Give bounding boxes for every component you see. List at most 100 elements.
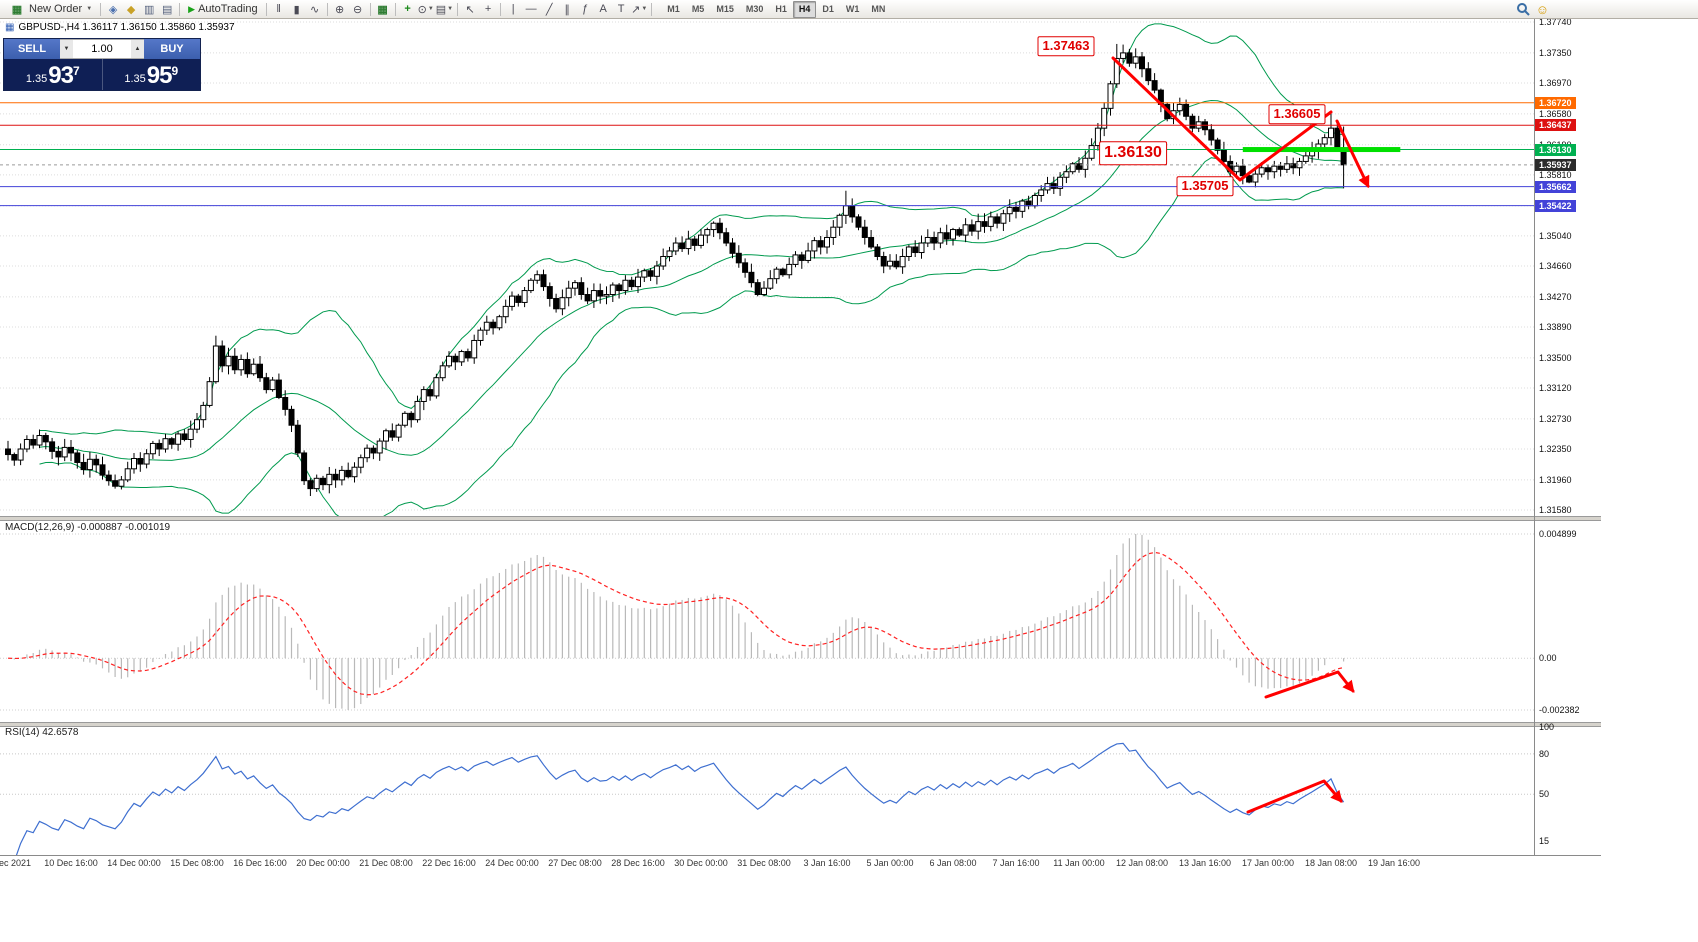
time-axis-label: 31 Dec 08:00 bbox=[737, 858, 791, 868]
templates-icon[interactable]: ▤ ▼ bbox=[435, 3, 454, 16]
price-tag-1.36437: 1.36437 bbox=[1535, 119, 1576, 132]
support-resistance-band[interactable] bbox=[1242, 147, 1401, 153]
line-chart-icon[interactable]: ∿ bbox=[309, 3, 320, 16]
timeframe-w1[interactable]: W1 bbox=[845, 4, 860, 14]
timeframes-group: M1 M5 M15 M30 H1 H4 D1 W1 MN bbox=[661, 0, 891, 18]
toolbar-separator bbox=[100, 2, 102, 16]
bar-chart-icon[interactable]: ǁ bbox=[276, 3, 281, 15]
sell-button[interactable]: SELL bbox=[4, 39, 60, 59]
rsi-axis-label: 50 bbox=[1539, 789, 1550, 800]
toolbar-separator bbox=[651, 2, 653, 16]
window-icons-group: ◈ ◆ ▥ ▤ bbox=[104, 1, 176, 18]
rsi-axis-label: 80 bbox=[1539, 748, 1550, 759]
volume-decrease-button[interactable]: ▼ bbox=[60, 39, 73, 59]
indicators-add-icon[interactable]: + bbox=[404, 3, 411, 15]
timeframe-mn[interactable]: MN bbox=[871, 4, 886, 14]
toolbar-separator bbox=[457, 2, 459, 16]
periods-icon[interactable]: ⊙ ▼ bbox=[417, 3, 434, 16]
data-window-icon[interactable]: ◈ bbox=[108, 3, 118, 16]
price-axis-label: 1.36970 bbox=[1539, 77, 1572, 88]
price-tag-1.36720: 1.36720 bbox=[1535, 96, 1576, 109]
buy-price-button[interactable]: 1.35 95 9 bbox=[101, 59, 201, 90]
zoom-out-icon[interactable]: ⊖ bbox=[352, 3, 363, 16]
strategy-tester-icon[interactable]: ▤ bbox=[161, 3, 173, 16]
toolbar-separator bbox=[369, 2, 371, 16]
timeframe-m5[interactable]: M5 bbox=[691, 4, 705, 14]
buy-price-big: 95 bbox=[146, 62, 173, 89]
timeframe-m1[interactable]: M1 bbox=[667, 4, 680, 14]
price-axis-label: 1.34660 bbox=[1539, 260, 1572, 271]
price-annotation[interactable]: 1.36130 bbox=[1099, 141, 1167, 165]
price-axis-label: 1.34270 bbox=[1539, 291, 1572, 302]
volume-increase-button[interactable]: ▲ bbox=[131, 39, 144, 59]
main-price-chart[interactable] bbox=[0, 19, 1534, 516]
buy-price-prefix: 1.35 bbox=[124, 73, 146, 85]
time-axis-label: 11 Jan 00:00 bbox=[1053, 858, 1105, 868]
time-axis-label: 6 Jan 08:00 bbox=[929, 858, 977, 868]
price-axis-label: 1.33500 bbox=[1539, 352, 1572, 363]
vertical-line-icon[interactable]: | bbox=[511, 3, 515, 15]
timeframe-m30[interactable]: M30 bbox=[745, 4, 764, 14]
chevron-down-icon: ▼ bbox=[86, 6, 93, 12]
price-annotation[interactable]: 1.35705 bbox=[1176, 176, 1234, 196]
rsi-indicator-panel[interactable] bbox=[0, 725, 1534, 855]
buy-button[interactable]: BUY bbox=[144, 39, 200, 59]
new-order-label: New Order bbox=[29, 3, 83, 15]
time-axis-label: 3 Jan 16:00 bbox=[803, 858, 851, 868]
candlestick-chart-icon[interactable]: ▮ bbox=[293, 3, 300, 16]
price-tag-1.36130: 1.36130 bbox=[1535, 143, 1576, 156]
price-annotation[interactable]: 1.36605 bbox=[1268, 104, 1326, 124]
price-axis-label: 1.37350 bbox=[1539, 47, 1572, 58]
time-axis-label: 12 Jan 08:00 bbox=[1115, 858, 1169, 868]
terminal-icon[interactable]: ▥ bbox=[143, 3, 155, 16]
macd-indicator-panel[interactable] bbox=[0, 519, 1534, 722]
panel-divider[interactable] bbox=[0, 516, 1601, 521]
new-order-icon: ▦ bbox=[11, 3, 23, 16]
autotrading-button[interactable]: ▶ AutoTrading bbox=[183, 1, 262, 18]
timeframe-h4[interactable]: H4 bbox=[792, 0, 817, 18]
volume-input[interactable]: 1.00 bbox=[73, 39, 131, 59]
community-icon[interactable]: ☺ bbox=[1535, 1, 1549, 17]
price-axis-label: 1.37740 bbox=[1539, 17, 1572, 27]
panel-divider[interactable] bbox=[0, 722, 1601, 727]
price-axis-label: 1.35040 bbox=[1539, 230, 1572, 241]
zoom-in-icon[interactable]: ⊕ bbox=[334, 3, 345, 16]
symbol-info: ▦ GBPUSD-,H4 1.36117 1.36150 1.35860 1.3… bbox=[5, 22, 235, 33]
timeframe-d1[interactable]: D1 bbox=[822, 4, 834, 14]
price-tag-1.35422: 1.35422 bbox=[1535, 199, 1576, 212]
fibonacci-icon[interactable]: ƒ bbox=[582, 3, 589, 15]
arrows-tool-icon[interactable]: ↗ ▼ bbox=[631, 3, 648, 16]
cursor-icon[interactable]: ↖ bbox=[465, 3, 475, 16]
tile-windows-icon[interactable]: ▦ bbox=[377, 3, 388, 16]
sell-price-button[interactable]: 1.35 93 7 bbox=[4, 59, 102, 90]
time-axis-label: 30 Dec 00:00 bbox=[674, 858, 728, 868]
symbol-ohlc-text: GBPUSD-,H4 1.36117 1.36150 1.35860 1.359… bbox=[18, 22, 235, 33]
time-axis-label: 28 Dec 16:00 bbox=[611, 858, 665, 868]
trendline-icon[interactable]: ╱ bbox=[545, 3, 553, 16]
toolbar-separator bbox=[326, 2, 328, 16]
text-label-icon[interactable]: T bbox=[617, 3, 625, 15]
chevron-down-icon: ▼ bbox=[641, 6, 648, 12]
crosshair-icon[interactable]: + bbox=[484, 3, 492, 15]
rsi-axis-label: 100 bbox=[1539, 722, 1555, 732]
price-annotation[interactable]: 1.37463 bbox=[1037, 36, 1095, 56]
main-toolbar: ▦ New Order ▼ ◈ ◆ ▥ ▤ ▶ AutoTrading ǁ ▮ ∿ ⊕ ⊖ ▦ +… bbox=[0, 0, 1698, 19]
time-axis-label: 14 Dec 00:00 bbox=[107, 858, 161, 868]
search-icon[interactable] bbox=[1516, 2, 1530, 16]
price-axis-label: 1.32350 bbox=[1539, 443, 1572, 454]
price-axis-label: 1.31580 bbox=[1539, 504, 1572, 515]
navigator-icon[interactable]: ◆ bbox=[126, 3, 136, 16]
price-axis-label: 1.36580 bbox=[1539, 108, 1572, 119]
toolbar-separator bbox=[265, 2, 267, 16]
text-icon[interactable]: A bbox=[599, 3, 607, 15]
rsi-label: RSI(14) 42.6578 bbox=[5, 727, 79, 738]
toolbar-separator bbox=[179, 2, 181, 16]
new-order-button[interactable]: ▦ New Order ▼ bbox=[3, 1, 97, 18]
horizontal-line-icon[interactable]: ― bbox=[525, 3, 537, 15]
candlesticks bbox=[5, 43, 1347, 496]
macd-axis-zero: 0.00 bbox=[1539, 653, 1557, 664]
equidistant-channel-icon[interactable]: ∥ bbox=[564, 3, 570, 16]
timeframe-m15[interactable]: M15 bbox=[716, 4, 734, 14]
time-axis-label: 18 Jan 08:00 bbox=[1304, 858, 1358, 868]
timeframe-h1[interactable]: H1 bbox=[775, 4, 787, 14]
